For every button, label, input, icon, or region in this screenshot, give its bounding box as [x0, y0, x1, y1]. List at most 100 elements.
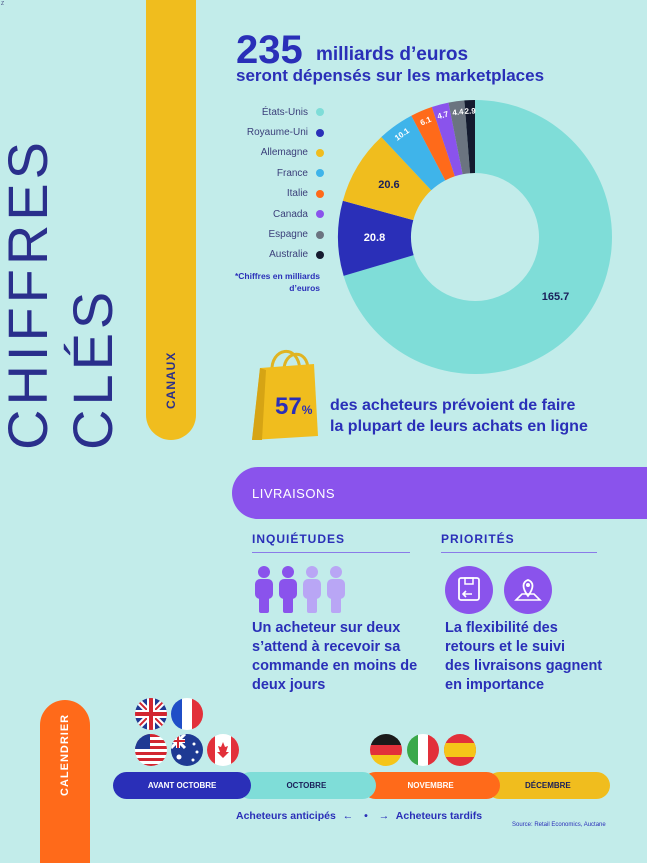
timeline-dot: • [364, 810, 368, 822]
priorites-line4: en importance [445, 677, 545, 693]
legend-swatch [316, 148, 324, 157]
legend-label: France [276, 167, 308, 179]
inquietudes-line4: deux jours [252, 677, 326, 693]
legend-item: Espagne [220, 224, 324, 244]
donut-chart: 165.720.820.610.16.1 4.7 4.4 2.9 [338, 100, 612, 374]
priorites-icons [445, 566, 552, 614]
buyers-late-label: Acheteurs tardifs [395, 810, 483, 822]
legend-swatch [316, 250, 324, 259]
corner-mark: Z [1, 1, 5, 7]
france-flag-icon [171, 698, 203, 730]
legend-swatch [316, 210, 324, 219]
person-icon [327, 566, 345, 613]
headline-unit: milliards d’euros [316, 44, 469, 65]
legend-swatch [316, 230, 324, 239]
priorites-line2: retours et le suivi [445, 639, 566, 655]
inquietudes-line3: commande en moins de [252, 658, 418, 674]
donut-slice-label: 2.9 [464, 106, 476, 115]
legend-swatch [316, 189, 324, 198]
donut-slice-label: 20.8 [364, 232, 385, 244]
person-icon [279, 566, 297, 613]
return-box-icon [445, 566, 493, 614]
person-icon [255, 566, 273, 613]
donut-slice-label: 4.7 [436, 109, 450, 121]
legend-label: Royaume-Uni [246, 127, 308, 139]
legend-swatch [316, 108, 324, 117]
legend-label: Italie [286, 188, 308, 200]
legend-label: États-Unis [261, 106, 308, 118]
legend-item: Italie [220, 184, 324, 204]
donut-slice-label: 4.4 [452, 107, 465, 118]
source-note: Source: Retail Economics, Auctane [512, 822, 606, 828]
shopping-bag-icon [252, 349, 318, 440]
donut-slice-label: 165.7 [542, 291, 570, 303]
timeline-segment: NOVEMBRE [361, 772, 500, 799]
chart-note: *Chiffres en milliards d’euros [234, 271, 320, 293]
bag-stat-line1: des acheteurs prévoient de faire [330, 397, 576, 414]
timeline-segment: DÉCEMBRE [485, 772, 610, 799]
donut-slice [381, 115, 446, 191]
canada-flag-icon [207, 734, 239, 766]
australia-flag-icon [171, 734, 203, 766]
bag-percent: 57% [275, 393, 312, 421]
donut-slice [464, 100, 475, 174]
priorites-title: PRIORITÉS [441, 532, 515, 546]
canaux-section-bar [146, 0, 196, 440]
priorites-divider [441, 552, 597, 553]
usa-flag-icon [135, 734, 167, 766]
legend-label: Australie [269, 249, 308, 261]
livraisons-section-bar [232, 467, 647, 519]
donut-slice [448, 100, 471, 175]
legend-label: Espagne [268, 229, 308, 241]
map-pin-icon [504, 566, 552, 614]
donut-slice-label: 20.6 [378, 179, 399, 191]
donut-slice [411, 106, 455, 181]
legend-item: Australie [220, 245, 324, 265]
uk-flag-icon [135, 698, 167, 730]
timeline-segment: OCTOBRE [237, 772, 376, 799]
legend-label: Canada [272, 208, 308, 220]
bag-percent-sign: % [301, 403, 313, 417]
chart-legend: États-Unis Royaume-Uni Allemagne France Ital… [220, 102, 324, 265]
buyers-early-label: Acheteurs anticipés [236, 810, 336, 822]
canaux-section-label: CANAUX [164, 351, 178, 409]
donut-slice-label: 6.1 [419, 115, 433, 128]
legend-item: Allemagne [220, 143, 324, 163]
arrow-left-icon: ← [342, 810, 354, 822]
headline-subtitle: seront dépensés sur les marketplaces [236, 66, 545, 85]
legend-item: Canada [220, 204, 324, 224]
germany-flag-icon [370, 734, 402, 766]
priorites-line1: La flexibilité des [445, 620, 558, 636]
person-icon [303, 566, 321, 613]
donut-slice [342, 137, 432, 221]
buyers-legend: Acheteurs anticipés ← • → Acheteurs tard… [236, 810, 482, 822]
inquietudes-title: INQUIÉTUDES [252, 532, 346, 546]
arrow-right-icon: → [378, 810, 390, 822]
bag-stat-line2: la plupart de leurs achats en ligne [330, 418, 588, 435]
bag-stat-text: des acheteurs prévoient de faire la plup… [330, 395, 630, 437]
headline-number: 235 [236, 28, 303, 72]
livraisons-section-label: LIVRAISONS [252, 486, 336, 501]
italy-flag-icon [407, 734, 439, 766]
inquietudes-divider [252, 552, 410, 553]
page-title: CHIFFRES CLÉS [0, 138, 124, 450]
legend-swatch [316, 128, 324, 137]
donut-slice [338, 200, 414, 276]
calendrier-section-bar [40, 700, 90, 863]
donut-slice [431, 102, 463, 177]
timeline-segment: AVANT OCTOBRE [113, 772, 252, 799]
inquietudes-line1: Un acheteur sur deux [252, 620, 401, 636]
legend-label: Allemagne [260, 147, 308, 159]
legend-item: France [220, 163, 324, 183]
legend-item: États-Unis [220, 102, 324, 122]
calendrier-section-label: CALENDRIER [59, 713, 71, 797]
legend-item: Royaume-Uni [220, 122, 324, 142]
inquietudes-line2: s’attend à recevoir sa [252, 639, 401, 655]
bag-percent-value: 57 [275, 393, 302, 420]
spain-flag-icon [444, 734, 476, 766]
priorites-line3: des livraisons gagnent [445, 658, 603, 674]
people-icons [255, 566, 345, 613]
calendar-timeline: AVANT OCTOBRE OCTOBRE NOVEMBRE DÉCEMBRE [113, 772, 610, 799]
inquietudes-text: Un acheteur sur deux s’attend à recevoir… [252, 619, 432, 695]
legend-swatch [316, 169, 324, 178]
